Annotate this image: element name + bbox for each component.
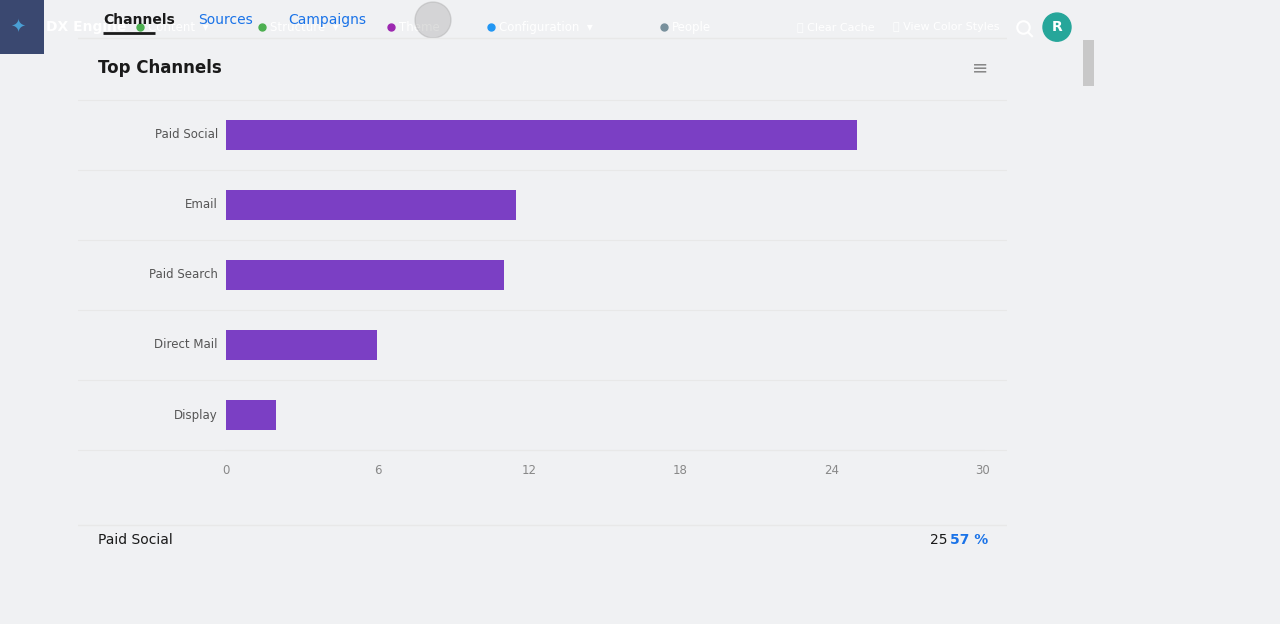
Text: 12: 12 bbox=[521, 464, 536, 477]
Bar bbox=[227, 190, 516, 220]
Text: 18: 18 bbox=[673, 464, 687, 477]
Text: ⬜ Clear Cache: ⬜ Clear Cache bbox=[797, 22, 874, 32]
Text: ≡: ≡ bbox=[972, 59, 988, 77]
Circle shape bbox=[1043, 13, 1071, 41]
Text: People: People bbox=[672, 21, 712, 34]
Text: Email: Email bbox=[186, 198, 218, 212]
Text: Display: Display bbox=[174, 409, 218, 421]
Text: 6: 6 bbox=[374, 464, 381, 477]
Text: Sources: Sources bbox=[198, 13, 252, 27]
Text: Top Channels: Top Channels bbox=[99, 59, 221, 77]
Bar bbox=[227, 260, 503, 290]
Text: Paid Search: Paid Search bbox=[150, 268, 218, 281]
Bar bbox=[1080, 0, 1094, 54]
Text: 30: 30 bbox=[975, 464, 991, 477]
Text: Channels: Channels bbox=[102, 13, 175, 27]
Text: 57 %: 57 % bbox=[950, 533, 988, 547]
Text: Configuration  ▾: Configuration ▾ bbox=[499, 21, 593, 34]
Text: Structure  ▾: Structure ▾ bbox=[270, 21, 339, 34]
Text: 25: 25 bbox=[931, 533, 948, 547]
Bar bbox=[0, 0, 44, 54]
Text: Theme: Theme bbox=[399, 21, 440, 34]
Text: Campaigns: Campaigns bbox=[288, 13, 366, 27]
Bar bbox=[1083, 40, 1093, 85]
Text: 0: 0 bbox=[223, 464, 229, 477]
Text: Paid Social: Paid Social bbox=[155, 129, 218, 142]
Bar bbox=[227, 330, 378, 359]
Text: 24: 24 bbox=[824, 464, 840, 477]
Text: Content  ▾: Content ▾ bbox=[148, 21, 209, 34]
Text: R: R bbox=[1052, 20, 1062, 34]
Text: DX Engine: DX Engine bbox=[46, 20, 127, 34]
Text: ✦: ✦ bbox=[10, 18, 26, 36]
Text: Paid Social: Paid Social bbox=[99, 533, 173, 547]
Text: 🎨 View Color Styles: 🎨 View Color Styles bbox=[893, 22, 1000, 32]
Text: Direct Mail: Direct Mail bbox=[155, 338, 218, 351]
Bar bbox=[227, 120, 856, 150]
Circle shape bbox=[415, 2, 451, 38]
Bar bbox=[227, 401, 276, 430]
